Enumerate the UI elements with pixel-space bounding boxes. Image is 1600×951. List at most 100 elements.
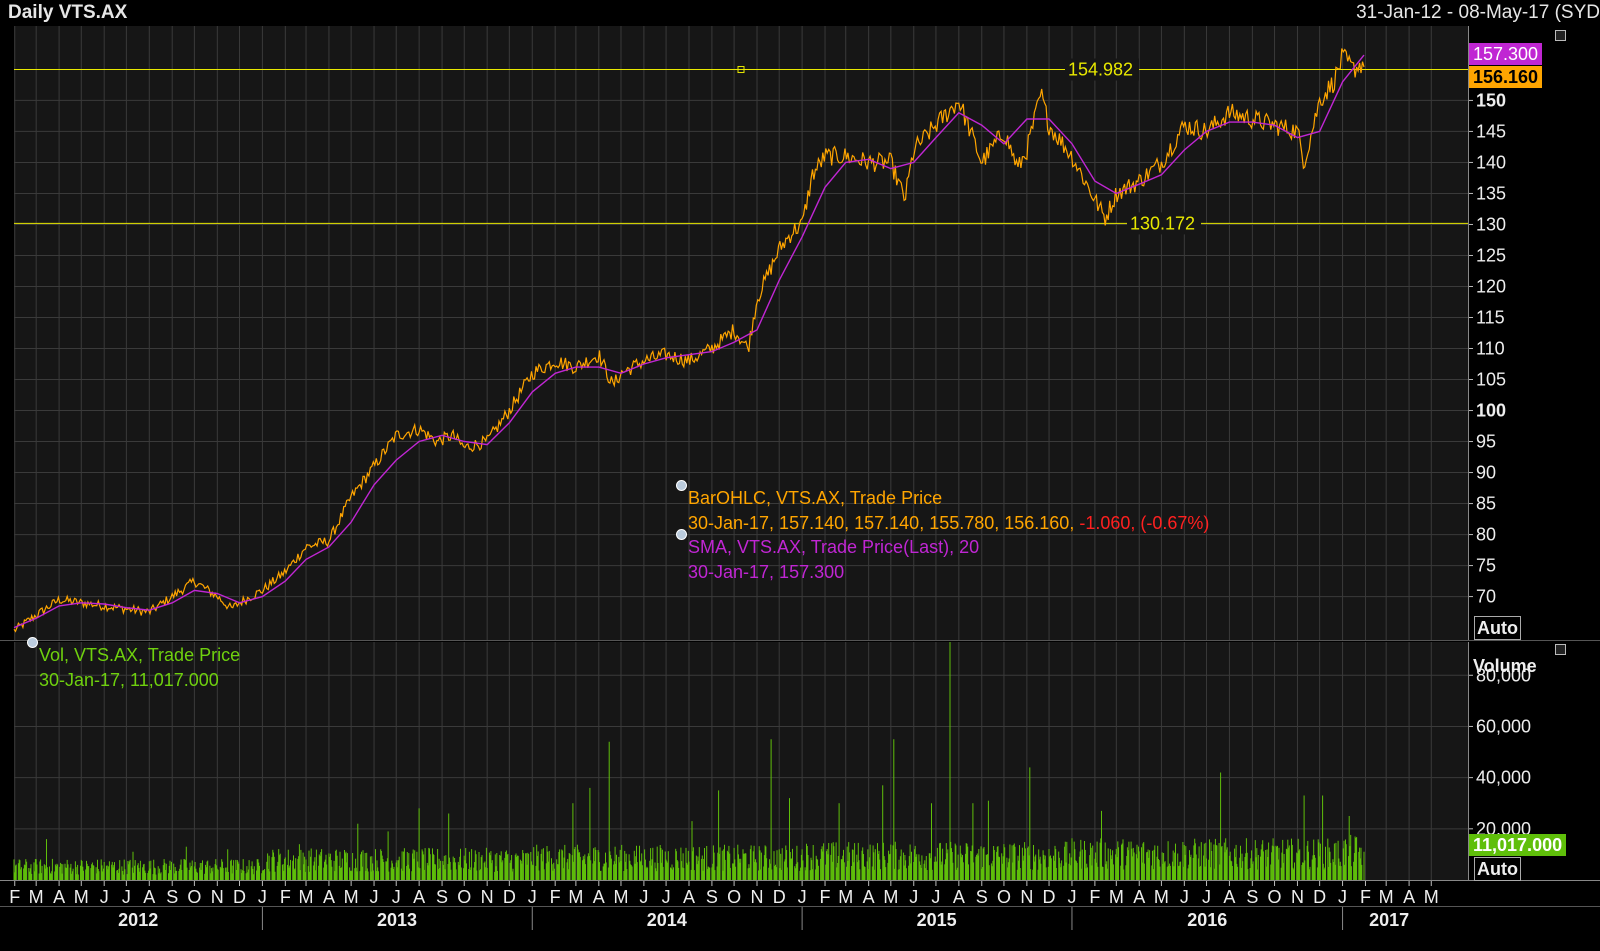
month-tick-label: J [909,887,918,907]
volume-panel-minimize-icon[interactable] [1555,644,1566,655]
year-label: 2017 [1369,910,1409,930]
price-tick-label: 115 [1476,307,1505,327]
month-tick-label: A [1133,887,1145,907]
volume-tick-label: 80,000 [1476,665,1531,685]
volume-bars [13,642,1365,880]
year-label: 2016 [1187,910,1227,930]
month-tick-label: O [187,887,201,907]
price-tick-label: 145 [1476,121,1506,141]
month-tick-label: F [1089,887,1100,907]
price-legend[interactable]: BarOHLC, VTS.AX, Trade Price 30-Jan-17, … [676,480,1209,535]
month-tick-label: D [503,887,516,907]
price-tick-label: 70 [1476,587,1496,607]
month-tick-label: O [457,887,471,907]
month-tick-label: N [1291,887,1304,907]
price-tick-label: 90 [1476,463,1496,483]
price-tick-label: 125 [1476,245,1506,265]
month-tick-label: S [166,887,178,907]
year-label: 2014 [647,910,687,930]
month-tick-label: O [1268,887,1282,907]
month-tick-label: A [413,887,425,907]
month-tick-label: M [299,887,314,907]
price-tick-label: 150 [1476,90,1506,110]
month-tick-label: S [706,887,718,907]
price-tick-label: 85 [1476,494,1496,514]
month-tick-label: M [1109,887,1124,907]
year-label: 2013 [377,910,417,930]
month-tick-label: D [1043,887,1056,907]
month-tick-label: S [976,887,988,907]
price-auto-scale-button[interactable]: Auto [1474,616,1521,640]
month-tick-label: J [122,887,131,907]
price-line [13,48,1365,633]
volume-tick-label: 20,000 [1476,819,1531,839]
volume-legend[interactable]: Vol, VTS.AX, Trade Price 30-Jan-17, 11,0… [27,637,241,692]
price-tick-label: 110 [1476,339,1505,359]
price-panel-minimize-icon[interactable] [1555,30,1566,41]
month-tick-label: J [639,887,648,907]
month-tick-label: J [1202,887,1211,907]
sma-legend[interactable]: SMA, VTS.AX, Trade Price(Last), 20 30-Ja… [676,529,980,584]
month-tick-label: M [29,887,44,907]
month-tick-label: J [528,887,537,907]
sma-last-value-tag: 157.300 [1469,43,1543,65]
price-tick-label: 130 [1476,214,1506,234]
month-tick-label: A [593,887,605,907]
level-label-bg [1127,212,1201,235]
month-tick-label: J [662,887,671,907]
month-tick-label: F [9,887,20,907]
price-tick-label: 95 [1476,432,1496,452]
month-tick-label: S [1246,887,1258,907]
month-tick-label: J [1067,887,1076,907]
month-tick-label: S [436,887,448,907]
price-tick-label: 100 [1476,401,1506,421]
chart-title: Daily VTS.AX [8,2,128,23]
month-tick-label: J [392,887,401,907]
price-tick-label: 140 [1476,152,1506,172]
sma-line [13,54,1365,629]
vol-legend-title: Vol, VTS.AX, Trade Price [39,645,241,665]
month-tick-label: M [838,887,853,907]
month-tick-label: M [1154,887,1169,907]
volume-auto-scale-button[interactable]: Auto [1474,857,1521,881]
month-tick-label: F [280,887,291,907]
month-tick-label: J [100,887,109,907]
sma-legend-values: 30-Jan-17, 157.300 [688,561,845,582]
legend-toggle-icon[interactable] [27,637,38,648]
price-tick-label: 135 [1476,183,1506,203]
month-tick-label: M [883,887,898,907]
month-tick-label: J [1180,887,1189,907]
year-label: 2012 [118,910,158,930]
price-tick-label: 75 [1476,556,1496,576]
month-tick-label: N [751,887,764,907]
month-tick-label: F [1360,887,1371,907]
month-tick-label: O [997,887,1011,907]
level-label: 154.982 [1068,60,1133,80]
month-tick-label: N [1020,887,1033,907]
horizontal-lines: 154.982 130.172 [14,58,1468,235]
month-tick-label: A [1403,887,1415,907]
ohlc-legend-title: BarOHLC, VTS.AX, Trade Price [688,488,943,508]
price-last-value-tag: 156.160 [1469,66,1543,88]
level-label: 130.172 [1130,213,1195,233]
month-tick-label: A [863,887,875,907]
month-tick-label: O [727,887,741,907]
volume-axis-title: Volume [1473,656,1537,676]
price-tick-label: 120 [1476,276,1506,296]
ohlc-values: 30-Jan-17, 157.140, 157.140, 155.780, 15… [688,512,1075,533]
month-tick-label: A [143,887,155,907]
price-tick-label: 105 [1476,370,1506,390]
volume-tick-label: 60,000 [1476,716,1531,736]
sma-legend-title: SMA, VTS.AX, Trade Price(Last), 20 [688,537,980,557]
vol-legend-values: 30-Jan-17, 11,017.000 [39,669,219,690]
month-tick-label: M [613,887,628,907]
price-series [13,48,1365,633]
month-tick-label: J [798,887,807,907]
month-tick-label: J [370,887,379,907]
legend-toggle-icon[interactable] [676,480,687,491]
legend-toggle-icon[interactable] [676,529,687,540]
month-tick-label: M [1379,887,1394,907]
grid-layer [14,26,1468,880]
line-handle-icon [737,66,745,74]
